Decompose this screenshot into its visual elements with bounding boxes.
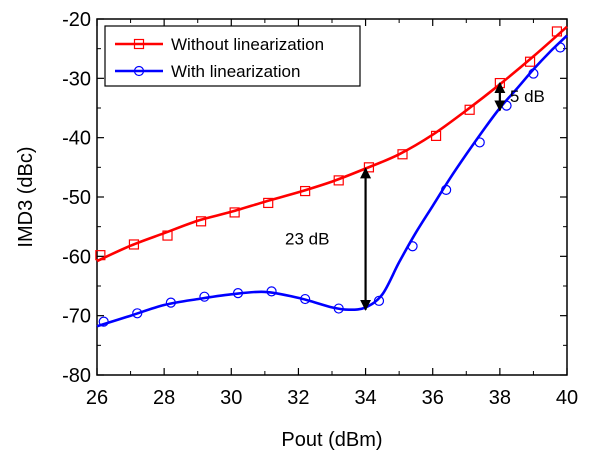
annotation-label: 5 dB bbox=[510, 87, 545, 106]
y-tick-label: -20 bbox=[62, 9, 91, 31]
data-point-without-linearization bbox=[229, 207, 240, 218]
data-point-without-linearization bbox=[464, 104, 475, 115]
data-point-without-linearization bbox=[195, 216, 207, 227]
x-tick-label: 28 bbox=[153, 387, 175, 409]
data-point-without-linearization bbox=[430, 130, 442, 141]
x-tick-label: 38 bbox=[489, 387, 511, 409]
data-point-with-linearization bbox=[199, 291, 210, 302]
legend-marker-with-linearization bbox=[133, 65, 145, 77]
legend-marker-without-linearization bbox=[133, 38, 145, 50]
series-line-without-linearization bbox=[96, 25, 568, 263]
data-point-with-linearization bbox=[266, 286, 277, 297]
x-tick-label: 34 bbox=[354, 387, 376, 409]
x-tick-label: 40 bbox=[556, 387, 578, 409]
legend: Without linearization With linearization bbox=[104, 25, 361, 87]
legend-label-with-linearization: With linearization bbox=[171, 62, 300, 81]
annotations: 23 dB 5 dB bbox=[285, 81, 545, 311]
legend-box bbox=[104, 25, 361, 87]
series-line-with-linearization bbox=[96, 34, 568, 328]
x-tick-label: 26 bbox=[86, 387, 108, 409]
y-tick-label: -30 bbox=[62, 68, 91, 90]
data-point-without-linearization bbox=[263, 197, 274, 209]
data-point-with-linearization bbox=[407, 241, 418, 252]
y-tick-label: -40 bbox=[62, 128, 91, 150]
x-tick-label: 36 bbox=[422, 387, 444, 409]
x-axis-label: Pout (dBm) bbox=[281, 429, 382, 451]
data-point-with-linearization bbox=[165, 297, 176, 308]
data-point-without-linearization bbox=[397, 149, 408, 160]
data-point-without-linearization bbox=[524, 56, 536, 67]
data-point-with-linearization bbox=[300, 293, 311, 305]
series-without-linearization bbox=[95, 25, 568, 263]
data-point-without-linearization bbox=[95, 250, 106, 261]
data-point-with-linearization bbox=[441, 184, 452, 195]
series-group bbox=[95, 25, 568, 328]
y-axis-label: IMD3 (dBc) bbox=[15, 146, 37, 247]
y-tick-label: -50 bbox=[62, 187, 91, 209]
data-point-without-linearization bbox=[551, 26, 563, 37]
annotation-label: 23 dB bbox=[285, 230, 329, 249]
data-point-without-linearization bbox=[128, 239, 140, 250]
data-point-with-linearization bbox=[232, 288, 244, 299]
data-point-without-linearization bbox=[162, 230, 173, 241]
data-point-without-linearization bbox=[300, 185, 311, 197]
axes: -80 -70 -60 -50 -40 -30 -20 26 28 30 32 34 36 38 40 bbox=[62, 9, 578, 409]
data-point-with-linearization bbox=[98, 316, 109, 327]
data-point-without-linearization bbox=[333, 175, 344, 186]
data-point-with-linearization bbox=[528, 68, 539, 79]
y-tick-label: -80 bbox=[62, 365, 91, 387]
data-point-with-linearization bbox=[555, 42, 566, 53]
data-point-with-linearization bbox=[333, 303, 344, 314]
data-point-with-linearization bbox=[132, 308, 143, 319]
data-point-with-linearization bbox=[373, 295, 385, 306]
series-with-linearization bbox=[96, 34, 568, 328]
y-tick-label: -60 bbox=[62, 246, 91, 268]
data-point-with-linearization bbox=[474, 137, 485, 148]
y-tick-label: -70 bbox=[62, 306, 91, 328]
x-tick-label: 32 bbox=[287, 387, 309, 409]
x-tick-label: 30 bbox=[220, 387, 242, 409]
legend-label-without-linearization: Without linearization bbox=[171, 35, 324, 54]
